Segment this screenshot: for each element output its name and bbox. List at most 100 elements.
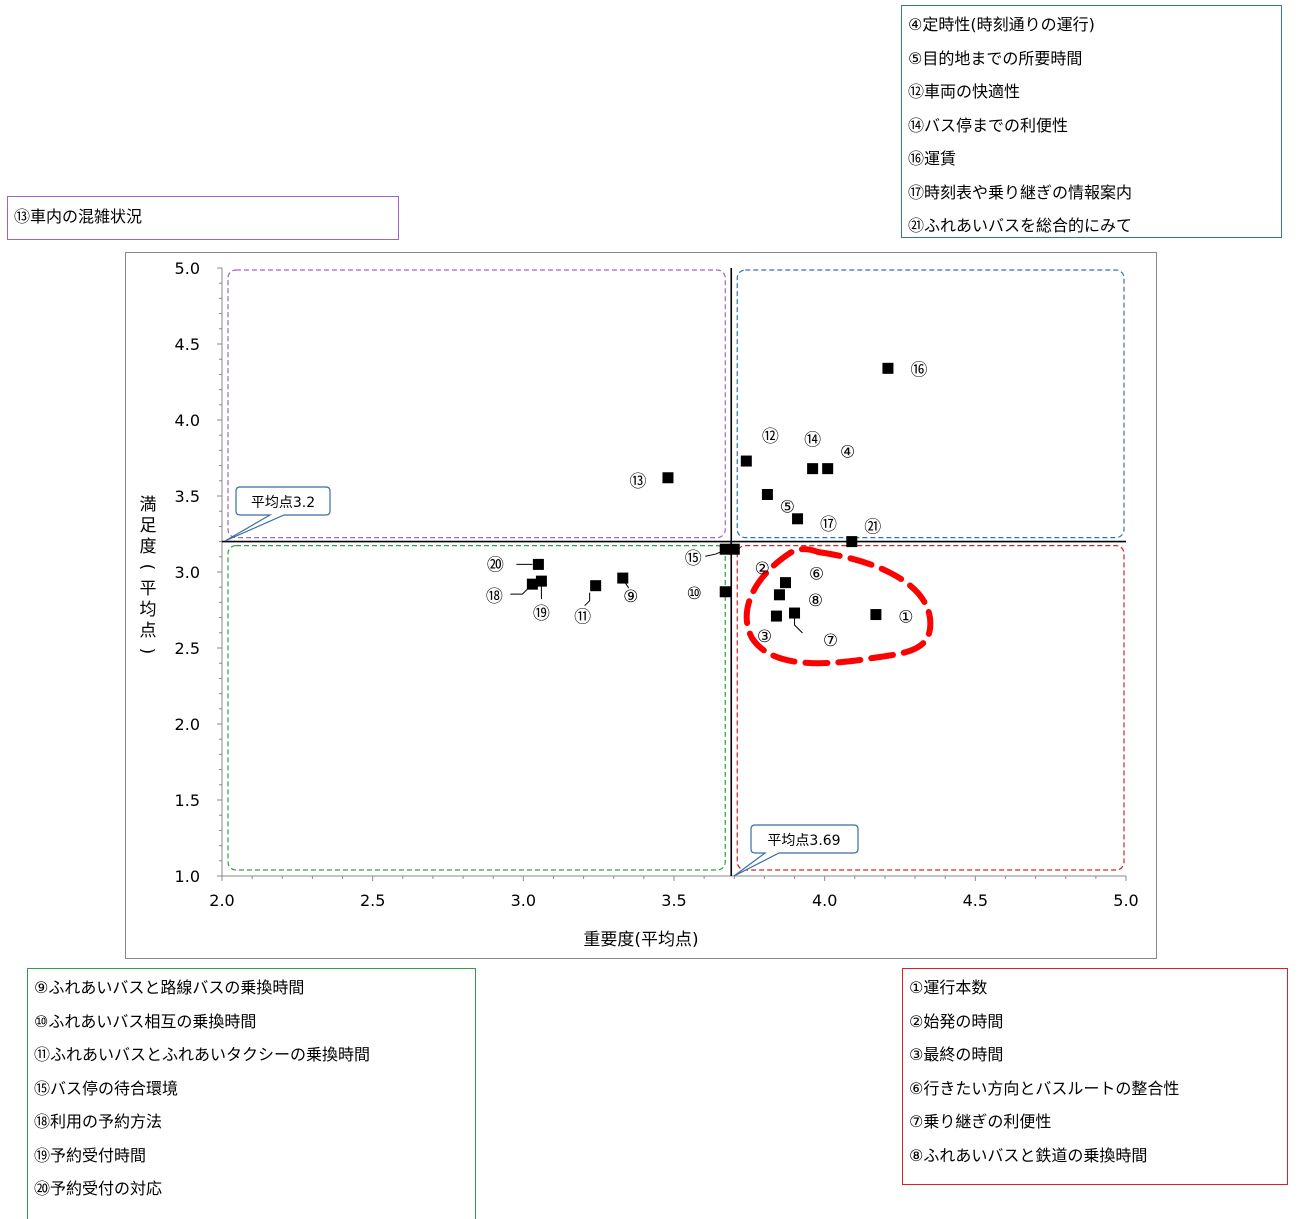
y-axis-title-char: )	[137, 648, 157, 655]
legend-top-right-item: ⑫車両の快適性	[908, 82, 1021, 101]
point-label: ⑫	[762, 427, 779, 447]
leader-line	[794, 618, 803, 634]
legend-box-top-left: ⑬車内の混雑状況	[7, 196, 399, 240]
data-point	[719, 543, 731, 555]
mean-y-callout	[224, 486, 331, 542]
data-point	[807, 463, 819, 475]
legend-bottom-right-item: ②始発の時間	[909, 1011, 1004, 1031]
legend-bottom-left-item: ⑱利用の予約方法	[34, 1112, 163, 1131]
data-point	[870, 609, 882, 621]
point-label: ③	[757, 627, 772, 647]
labels-layer: ① ② ③ ④ ⑤ ⑥ ⑦⑧ ⑨ ⑩ ⑪ ⑫ ⑬ ⑭ ⑮ ⑯ ⑰ ⑱ ⑲ ⑳ ㉑	[486, 360, 928, 651]
x-tick-label: 3.0	[511, 891, 536, 910]
data-point	[535, 575, 547, 587]
point-label: ⑥	[809, 565, 824, 585]
point-label: ⑲	[533, 604, 550, 624]
x-tick-label: 4.5	[963, 891, 988, 910]
data-point	[779, 577, 791, 589]
quadrant-top-right	[736, 269, 1125, 539]
point-label: ⑪	[574, 608, 591, 628]
x-tick-label: 3.5	[661, 891, 686, 910]
data-point	[719, 586, 731, 598]
legend-bottom-left-item: ⑳予約受付の対応	[34, 1179, 163, 1198]
y-axis-title-char: 均	[140, 600, 157, 620]
legend-top-right-item: ⑭バス停までの利便性	[908, 115, 1069, 135]
points-layer	[526, 362, 894, 622]
point-label: ⑮	[685, 549, 702, 569]
y-axis-title: 満足度 (平均点)	[137, 495, 157, 654]
mean-layer	[222, 268, 1126, 876]
data-point	[532, 558, 544, 570]
y-axis-title-char: 足	[140, 516, 157, 536]
point-label: ㉑	[864, 518, 881, 538]
y-tick-label: 1.5	[175, 791, 200, 810]
y-tick-label: 5.0	[175, 259, 200, 278]
y-axis-title-char: 点	[140, 621, 157, 641]
point-label: ⑤	[780, 497, 795, 517]
data-point	[846, 536, 858, 548]
point-label: ⑧	[808, 591, 823, 611]
quadrant-bottom-right	[736, 544, 1125, 871]
legend-bottom-left-item: ⑨ふれあいバスと路線バスの乗換時間	[34, 978, 305, 997]
point-label: ⑦	[823, 631, 838, 651]
data-point	[792, 513, 804, 525]
point-label: ⑨	[623, 587, 638, 607]
leader-line	[705, 551, 721, 557]
point-label: ①	[898, 608, 913, 628]
y-tick-label: 2.0	[175, 715, 200, 734]
y-tick-label: 3.0	[175, 563, 200, 582]
data-point	[822, 463, 834, 475]
y-axis-title-char: 度	[140, 537, 157, 557]
legend-top-right-item: ④定時性(時刻通りの運行)	[908, 15, 1095, 34]
y-tick-label: 3.5	[175, 487, 200, 506]
x-tick-label: 4.0	[812, 891, 837, 910]
point-label: ⑯	[910, 360, 927, 380]
data-point	[770, 610, 782, 622]
legend-bottom-left-item: ⑮バス停の待合環境	[34, 1078, 179, 1098]
point-label: ⑭	[804, 431, 821, 451]
quadrant-top-left	[227, 269, 726, 539]
chart-frame	[125, 252, 1157, 959]
data-point	[773, 589, 785, 601]
legend-bottom-left-item: ⑲予約受付時間	[34, 1145, 147, 1165]
point-label: ⑩	[687, 584, 702, 604]
y-axis-title-char: 満	[140, 495, 157, 515]
legend-box-bottom-right: ①運行本数 ②始発の時間 ③最終の時間 ⑥行きたい方向とバスルートの整合性 ⑦乗り継ぎの…	[902, 968, 1288, 1185]
data-point	[590, 580, 602, 592]
legend-top-left-item: ⑬車内の混雑状況	[14, 207, 143, 226]
mean-x-callout-label: 平均点3.69	[767, 833, 840, 849]
legend-bottom-left-item: ⑩ふれあいバス相互の乗換時間	[34, 1011, 257, 1031]
data-point	[728, 543, 740, 555]
legend-bottom-right-item: ⑦乗り継ぎの利便性	[909, 1112, 1052, 1131]
mean-y-callout-label: 平均点3.2	[251, 495, 315, 511]
legend-top-right-item: ㉑ふれあいバスを総合的にみて	[908, 216, 1133, 235]
data-point	[526, 578, 538, 590]
point-label: ⑰	[820, 515, 837, 535]
x-tick-label: 2.5	[360, 891, 385, 910]
legend-box-top-right: ④定時性(時刻通りの運行) ⑤目的地までの所要時間 ⑫車両の快適性 ⑭バス停までの利便…	[901, 5, 1282, 238]
leader-line	[510, 587, 529, 595]
point-label: ⑱	[486, 587, 503, 607]
point-label: ⑬	[629, 472, 646, 492]
data-point	[761, 488, 773, 500]
x-tick-label: 5.0	[1113, 891, 1138, 910]
x-axis-title: 重要度(平均点)	[583, 930, 698, 950]
data-point	[617, 572, 629, 584]
point-label: ⑳	[487, 555, 504, 575]
y-axis-title-char: 平	[140, 579, 157, 599]
legend-top-right-item: ⑤目的地までの所要時間	[908, 48, 1083, 68]
highlight-loop	[743, 546, 934, 667]
point-label: ②	[755, 559, 770, 579]
legend-bottom-right-item: ①運行本数	[909, 978, 988, 997]
callout-layer: 平均点3.2 平均点3.69	[224, 486, 859, 877]
legend-bottom-right-item: ⑧ふれあいバスと鉄道の乗換時間	[909, 1145, 1148, 1165]
data-point	[740, 455, 752, 467]
point-label: ④	[840, 443, 855, 463]
x-tick-label: 2.0	[209, 891, 234, 910]
mean-x-callout	[733, 824, 859, 877]
highlight-layer	[743, 546, 934, 667]
legend-box-bottom-left: ⑨ふれあいバスと路線バスの乗換時間 ⑩ふれあいバス相互の乗換時間 ⑪ふれあいバスとふ…	[27, 968, 476, 1219]
quadrant-bottom-left	[227, 544, 726, 871]
legend-bottom-left-item: ⑪ふれあいバスとふれあいタクシーの乗換時間	[34, 1045, 371, 1064]
